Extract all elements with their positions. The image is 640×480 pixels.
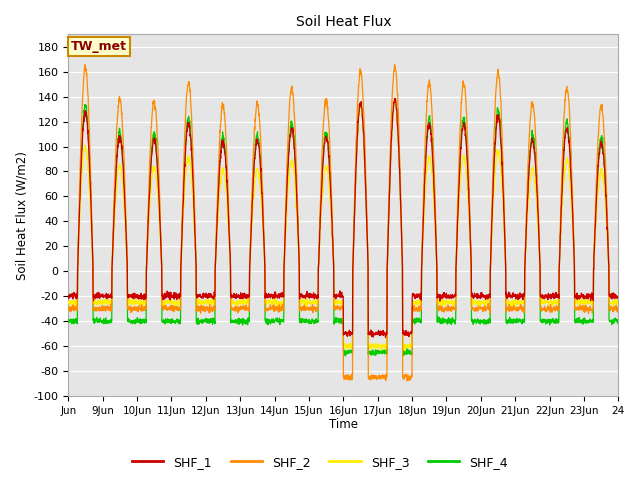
Y-axis label: Soil Heat Flux (W/m2): Soil Heat Flux (W/m2) (15, 151, 28, 279)
Legend: SHF_1, SHF_2, SHF_3, SHF_4: SHF_1, SHF_2, SHF_3, SHF_4 (127, 451, 513, 474)
Text: TW_met: TW_met (71, 40, 127, 53)
Title: Soil Heat Flux: Soil Heat Flux (296, 15, 391, 29)
X-axis label: Time: Time (329, 419, 358, 432)
